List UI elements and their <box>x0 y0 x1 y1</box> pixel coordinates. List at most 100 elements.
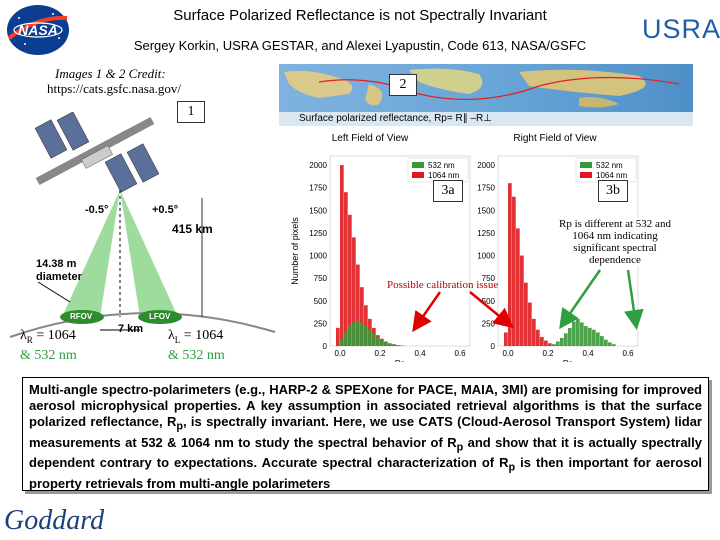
histogram-bar <box>380 339 384 346</box>
legend-swatch <box>412 172 424 178</box>
goddard-logo: Goddard <box>4 505 105 536</box>
lambda-right-label: λR = 1064 & 532 nm <box>20 328 77 363</box>
x-tick-label: 0.0 <box>334 349 346 358</box>
histogram-bar <box>372 333 376 346</box>
chart-b-title: Right Field of View <box>513 133 597 144</box>
x-tick-label: 0.2 <box>542 349 554 358</box>
histogram-bar <box>364 305 368 346</box>
histogram-bar <box>580 322 584 346</box>
legend-swatch <box>412 162 424 168</box>
nasa-logo: NASA <box>7 5 69 55</box>
histogram-bar <box>540 336 544 346</box>
legend-label: 1064 nm <box>596 171 627 180</box>
y-tick-label: 2000 <box>477 161 495 170</box>
histogram-bar <box>340 165 344 346</box>
rfov-label: RFOV <box>70 312 93 321</box>
histogram-bar <box>548 343 552 346</box>
y-tick-label: 250 <box>314 319 328 328</box>
authors-line: Sergey Korkin, USRA GESTAR, and Alexei L… <box>133 38 587 53</box>
histogram-bar <box>392 344 396 346</box>
tag-3b: 3b <box>598 180 628 202</box>
y-tick-label: 0 <box>491 342 496 351</box>
credit-url[interactable]: https://cats.gsfc.nasa.gov/ <box>47 81 181 96</box>
histogram-bar <box>340 338 344 346</box>
map-caption-bar: Surface polarized reflectance, Rp= R∥ –R… <box>279 112 693 126</box>
y-tick-label: 1000 <box>477 252 495 261</box>
legend-label: 1064 nm <box>428 171 459 180</box>
right-angle-label: +0.5° <box>152 204 179 216</box>
histogram-bar <box>336 327 340 346</box>
y-tick-label: 2000 <box>309 161 327 170</box>
histogram-bar <box>352 237 356 346</box>
histogram-bar <box>360 322 364 346</box>
lambda-left-label: λL = 1064 & 532 nm <box>168 328 225 363</box>
chart-a-title: Left Field of View <box>332 133 409 144</box>
diameter-value: 14.38 m <box>36 258 77 270</box>
x-tick-label: 0.6 <box>454 349 466 358</box>
histogram-bar <box>376 336 380 346</box>
histogram-bar <box>576 318 580 346</box>
legend-swatch <box>580 172 592 178</box>
diameter-label: diameter <box>36 271 82 283</box>
histogram-bar <box>360 287 364 346</box>
histogram-bar <box>560 337 564 346</box>
histogram-bar <box>396 345 400 346</box>
y-tick-label: 1250 <box>477 229 495 238</box>
x-tick-label: 0.6 <box>622 349 634 358</box>
histogram-bar <box>344 332 348 346</box>
y-tick-label: 1250 <box>309 229 327 238</box>
y-tick-label: 1750 <box>477 184 495 193</box>
histogram-bar <box>572 321 576 346</box>
histogram-bar <box>512 196 516 346</box>
y-tick-label: 250 <box>482 319 496 328</box>
calibration-arrow-right <box>469 291 514 329</box>
y-tick-label: 1000 <box>309 252 327 261</box>
histogram-bar <box>348 326 352 346</box>
x-axis-label: Rp <box>395 359 406 362</box>
histogram-bar <box>504 332 508 346</box>
x-tick-label: 0.0 <box>502 349 514 358</box>
histogram-bar <box>520 255 524 346</box>
histogram-bar <box>356 264 360 346</box>
histogram-bar <box>564 333 568 346</box>
spectral-arrow-right <box>623 269 644 330</box>
histogram-bar <box>596 332 600 346</box>
histogram-bar <box>612 344 616 346</box>
histogram-bar <box>356 320 360 346</box>
y-tick-label: 500 <box>482 297 496 306</box>
left-angle-label: -0.5° <box>85 204 109 216</box>
histogram-bar <box>552 344 556 346</box>
y-tick-label: 500 <box>314 297 328 306</box>
space-station-icon <box>34 112 160 193</box>
histogram-bar <box>388 343 392 346</box>
legend-label: 532 nm <box>428 161 455 170</box>
nasa-logo-text: NASA <box>18 22 58 38</box>
x-tick-label: 0.4 <box>414 349 426 358</box>
separation-label: 7 km <box>118 323 144 335</box>
histogram-bar <box>532 318 536 346</box>
credit-label: Images 1 & 2 Credit: <box>55 66 166 81</box>
histogram-bar <box>600 336 604 346</box>
histogram-bar <box>608 342 612 346</box>
y-tick-label: 1500 <box>477 206 495 215</box>
histogram-bar <box>348 214 352 346</box>
histogram-bar <box>352 322 356 346</box>
tag-1: 1 <box>177 101 205 123</box>
x-tick-label: 0.2 <box>374 349 386 358</box>
legend-label: 532 nm <box>596 161 623 170</box>
page-title: Surface Polarized Reflectance is not Spe… <box>173 7 547 24</box>
world-map-image <box>279 64 693 112</box>
spectral-arrow-left <box>559 269 602 330</box>
y-tick-label: 750 <box>314 274 328 283</box>
y-tick-label: 1500 <box>309 206 327 215</box>
chart-a-ylabel: Number of pixels <box>290 217 300 285</box>
histogram-bar <box>536 329 540 346</box>
histogram-bar <box>588 327 592 346</box>
lfov-label: LFOV <box>149 312 171 321</box>
histogram-bar <box>368 329 372 346</box>
y-tick-label: 750 <box>482 274 496 283</box>
histogram-bar <box>544 340 548 346</box>
x-axis-label: Rp <box>563 359 574 362</box>
calibration-note: Possible calibration issue <box>387 279 499 291</box>
satellite-diagram <box>9 112 276 338</box>
